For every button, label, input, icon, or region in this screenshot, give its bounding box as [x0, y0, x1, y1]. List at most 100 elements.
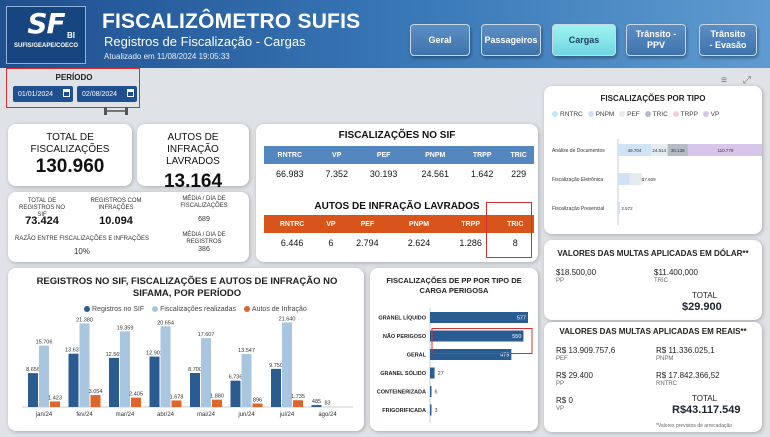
data-label: 550 — [512, 334, 521, 340]
logo-bi: BI — [67, 31, 75, 40]
multa-dolar-value: $18.500,00 — [556, 268, 597, 277]
multa-real-value: R$ 13.909.757,6 — [556, 346, 616, 355]
calendar-icon[interactable] — [63, 89, 70, 97]
x-tick-label: mar/24 — [116, 412, 135, 418]
multa-real-value: R$ 17.842.366,52 — [656, 371, 720, 380]
monthly-bar-chart: 8.656 15.706 1.423 jan/24 13.637 21.380 3.054 f… — [22, 316, 353, 418]
sif-table: RNTRC VP PEF PNPM TRPP TRIC 66.983 7.352… — [264, 146, 534, 184]
x-tick-label: jun/24 — [237, 412, 255, 418]
bar — [430, 349, 512, 360]
data-label: 6 — [435, 390, 438, 396]
bar-segment — [687, 144, 762, 156]
data-label: 1.678 — [170, 394, 184, 400]
legend-registros: Registros no SIF — [92, 306, 145, 313]
app-title: FISCALIZÔMETRO SUFIS — [102, 10, 361, 33]
filter-icon[interactable]: ≡ — [721, 75, 727, 86]
date-range-slider[interactable] — [104, 107, 128, 115]
multa-dolar-total-label: TOTAL — [692, 291, 718, 300]
legend-fiscalizacoes: Fiscalizações realizadas — [160, 306, 236, 313]
data-label: 9.750 — [269, 363, 283, 369]
legend-pnpm: PNPM — [595, 111, 615, 118]
autos-infracao-card: AUTOS DE INFRAÇÃO LAVRADOS 13.164 — [137, 124, 249, 192]
multas-reais-title: VALORES DAS MULTAS APLICADAS EM REAIS** — [559, 327, 747, 336]
data-label: 17.607 — [198, 332, 215, 338]
bar-registros — [28, 373, 38, 407]
multa-real-value: R$ 0 — [556, 396, 573, 405]
autos-header: VP — [320, 215, 342, 233]
data-label: 27 — [438, 371, 444, 377]
sif-cell: 7.352 — [325, 169, 348, 179]
sif-header: TRIC — [503, 146, 534, 164]
focus-mode-icon[interactable]: ⤢ — [743, 75, 751, 86]
nav-geral-button[interactable]: Geral — [410, 24, 470, 56]
fiscalizacoes-tipo-chart: Análise de Documentos 48.704 24.514 30.138 1… — [552, 139, 762, 225]
multa-real-value: R$ 11.336.025,1 — [656, 346, 715, 355]
total-fiscalizacoes-card: TOTAL DE FISCALIZAÇÕES 130.960 — [8, 124, 132, 186]
multa-real-label: PNPM — [656, 356, 674, 362]
legend-dot — [587, 111, 594, 118]
category-label: FRIGORIFICADA — [382, 408, 426, 414]
autos-table-title: AUTOS DE INFRAÇÃO LAVRADOS — [314, 201, 480, 212]
legend-dot — [619, 111, 626, 118]
nav-passageiros-button[interactable]: Passageiros — [481, 24, 541, 56]
media-registros-label: MÉDIA / DIA DE REGISTROS — [182, 232, 226, 245]
start-date-input[interactable]: 01/01/2024 — [13, 86, 73, 102]
updated-timestamp: Atualizado em 11/08/2024 19:05:33 — [104, 52, 230, 61]
multa-dolar-label: PP — [556, 278, 565, 284]
data-label: 13.547 — [238, 348, 255, 354]
bar-autos — [171, 400, 182, 407]
bar-segment — [618, 144, 651, 156]
sif-header: RNTRC — [264, 146, 316, 164]
nav-transito-evasao-button[interactable]: Trânsito - Evasão — [699, 24, 757, 56]
data-label: 110.779 — [718, 148, 734, 153]
calendar-icon[interactable] — [127, 89, 134, 97]
data-label: 896 — [253, 397, 262, 403]
nav-cargas-button[interactable]: Cargas — [552, 24, 616, 56]
data-label: 577 — [517, 316, 526, 322]
bar-fiscalizacoes — [282, 322, 292, 407]
razao-value: 10% — [73, 247, 90, 256]
footnote: *Valores previstos de arrecadação — [656, 423, 733, 429]
data-label: 12.902 — [146, 351, 163, 357]
end-date-input[interactable]: 02/08/2024 — [77, 86, 137, 102]
logo-text: SF — [27, 7, 65, 40]
stats-card: TOTAL DE REGISTROS NO SIF 73.424 REGISTR… — [8, 192, 249, 262]
autos-cell: 6 — [328, 238, 334, 248]
legend-trpp: TRPP — [680, 111, 698, 118]
bar-fiscalizacoes — [39, 345, 49, 407]
data-label: 3.054 — [89, 389, 103, 395]
bar-segment — [618, 202, 620, 214]
media-fiscalizacoes-label: MÉDIA / DIA DE FISCALIZAÇÕES — [180, 196, 228, 209]
bar-registros — [271, 368, 281, 407]
data-label: 24.514 — [652, 148, 666, 153]
legend-dot — [243, 306, 250, 313]
pp-carga-card: FISCALIZAÇÕES DE PP POR TIPO DE CARGA PE… — [370, 268, 538, 431]
nav-transito-ppv-button[interactable]: Trânsito - PPV — [626, 24, 686, 56]
total-fiscalizacoes-value: 130.960 — [35, 156, 105, 177]
bar — [430, 386, 432, 397]
bar-fiscalizacoes — [241, 354, 252, 407]
bar-autos — [252, 403, 263, 407]
category-label: CONTEINERIZADA — [377, 390, 426, 396]
bar — [430, 367, 435, 379]
total-fiscalizacoes-label: TOTAL DE FISCALIZAÇÕES — [30, 132, 110, 155]
sif-header: TRPP — [461, 146, 504, 164]
bar — [430, 312, 528, 323]
bar-autos — [90, 395, 101, 407]
bar-fiscalizacoes — [79, 323, 90, 407]
autos-header: PEF — [341, 215, 394, 233]
autos-header: TRPP — [444, 215, 497, 233]
legend-dot — [552, 111, 558, 118]
sif-header: PNPM — [409, 146, 462, 164]
bar-segment — [667, 144, 688, 156]
sif-cell: 229 — [511, 169, 527, 179]
sif-cell: 30.193 — [369, 169, 398, 179]
multa-real-label: PP — [556, 381, 565, 387]
data-label: 8.656 — [26, 367, 40, 373]
multa-real-label: VP — [556, 406, 565, 412]
data-label: 21.380 — [76, 317, 93, 323]
monthly-chart-card: REGISTROS NO SIF, FISCALIZAÇÕES E AUTOS … — [8, 268, 364, 431]
pp-carga-chart: GRANEL LÍQUIDO 577 NÃO PERIGOSO 550 GERAL 479… — [377, 308, 533, 423]
bar-registros — [230, 380, 241, 407]
sif-cell: 24.561 — [421, 169, 450, 179]
